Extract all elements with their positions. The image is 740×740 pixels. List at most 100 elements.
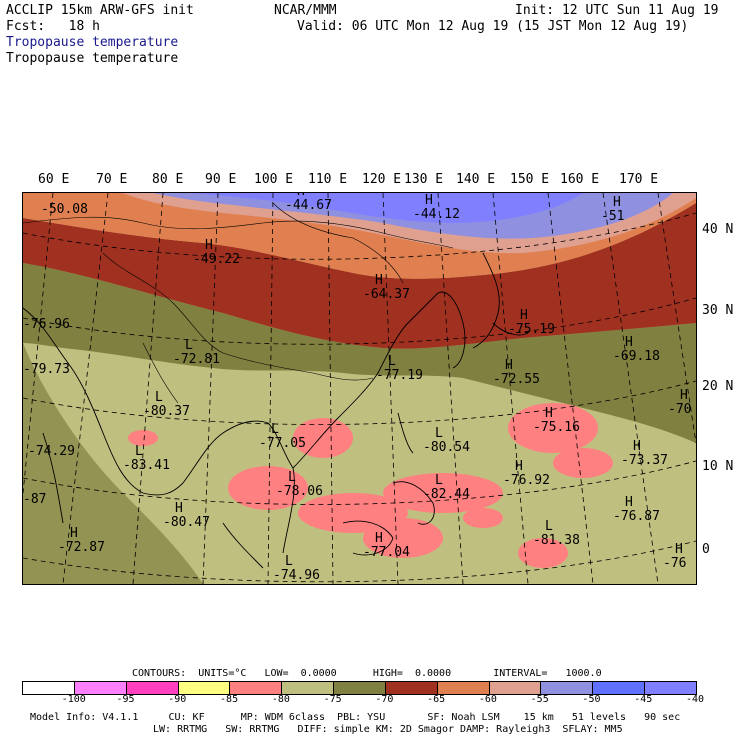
valid-time: Valid: 06 UTC Mon 12 Aug 19 (15 JST Mon … [297,19,689,34]
center-value: -72.87 [58,540,105,555]
center-value: -83.41 [123,458,170,473]
center-value: -76 [663,556,686,571]
colorbar-label: -75 [323,694,342,705]
colorbar-swatch [437,682,490,694]
center-value: -69.18 [613,349,660,364]
model-info: Model Info: V4.1.1 CU: KF MP: WDM 6class… [30,712,681,723]
center-value: -76.92 [503,473,550,488]
fill-band-65 [23,203,696,349]
high-marker: H [375,531,383,546]
low-marker: L [155,390,163,405]
lon-label: 110 E [308,172,348,187]
center-value: -80.54 [423,440,470,455]
high-marker: H [625,495,633,510]
colorbar-label: -50 [582,694,601,705]
center-value: -80.37 [143,404,190,419]
high-marker: H [633,439,641,454]
low-marker: L [435,473,443,488]
lon-label: 90 E [205,172,237,187]
center-value: -87 [23,492,46,507]
low-marker: L [435,426,443,441]
lon-label: 120 E [362,172,402,187]
forecast-hour: Fcst: 18 h [6,19,100,34]
colorbar-swatch [334,682,386,694]
coastlines [23,252,529,569]
low-marker: L [135,444,143,459]
colorbar-swatch [593,682,646,694]
field-title-shaded: Tropopause temperature [6,35,179,50]
lon-label: 160 E [560,172,600,187]
center-value: -76.87 [613,509,660,524]
colorbar-swatch [489,682,542,694]
center-value: -77.05 [259,436,306,451]
center-value: -51 [601,209,624,224]
center-value: -49.22 [193,252,240,267]
colorbar-swatch [178,682,231,694]
colorbar-swatch [74,682,127,694]
center-value: -73.37 [621,453,668,468]
colorbar-label: -85 [220,694,239,705]
lon-label: 100 E [254,172,294,187]
lat-label: 40 N [702,222,734,237]
high-marker: H [297,193,305,199]
center-value: -79.73 [23,362,70,377]
high-marker: H [680,388,688,403]
graticule [23,193,696,584]
colorbar-label: -65 [427,694,446,705]
colorbar-label: -80 [271,694,290,705]
center-value: -50.08 [41,202,88,217]
center-value: -72.55 [493,372,540,387]
colorbar-swatch [126,682,179,694]
colorbar-swatch [541,682,594,694]
colorbar-label: -70 [375,694,394,705]
center-value: -44.12 [413,207,460,222]
high-marker: H [520,308,528,323]
model-title: ACCLIP 15km ARW-GFS init [6,3,194,18]
contours-info: CONTOURS: UNITS=°C LOW= 0.0000 HIGH= 0.0… [132,668,602,679]
lon-label: 140 E [456,172,496,187]
high-marker: H [70,526,78,541]
physics-info: LW: RRTMG SW: RRTMG DIFF: simple KM: 2D … [153,724,623,735]
colorbar-swatch [230,682,283,694]
colorbar-label: -95 [116,694,135,705]
longitude-labels: 60 E 70 E 80 E 90 E 100 E 110 E 120 E 130 E 140 … [22,172,695,188]
center-value: -78.06 [276,484,323,499]
lat-label: 0 [702,542,710,557]
lat-label: 20 N [702,379,734,394]
high-marker: H [515,459,523,474]
colorbar-label: -100 [61,694,86,705]
colorbar-label: -45 [634,694,653,705]
colorbar-label: -90 [168,694,187,705]
colorbar-label: -40 [685,694,705,705]
lon-label: 70 E [96,172,128,187]
low-marker: L [545,519,553,534]
colorbar-swatch [645,682,696,694]
center-value: -81.38 [533,533,580,548]
center-value: -74.96 [273,568,320,583]
center-value: -74.29 [28,444,75,459]
high-marker: H [545,406,553,421]
fill-band-70 [23,263,696,443]
high-marker: H [675,542,683,557]
center-value: -80.47 [163,515,210,530]
colorbar-swatch [23,682,75,694]
center-value: -64.37 [363,287,410,302]
latitude-labels: 40 N 30 N 20 N 10 N 0 [700,192,740,583]
map-plot: -50.08H-44.67H-44.12H-51H-49.22H-64.37-7… [22,192,697,585]
colorbar [22,681,697,695]
lat-label: 30 N [702,303,734,318]
map-svg: -50.08H-44.67H-44.12H-51H-49.22H-64.37-7… [23,193,696,584]
center-label: NCAR/MMM [274,3,337,18]
low-marker: L [185,338,193,353]
field-title-contour: Tropopause temperature [6,51,179,66]
high-marker: H [205,238,213,253]
high-marker: H [613,195,621,210]
lon-label: 130 E [404,172,444,187]
colorbar-swatch [385,682,438,694]
lon-label: 170 E [619,172,659,187]
highs-lows-layer: -50.08H-44.67H-44.12H-51H-49.22H-64.37-7… [23,193,691,583]
high-marker: H [375,273,383,288]
center-value: -82.44 [423,487,470,502]
lat-label: 10 N [702,459,734,474]
fill-band-70-west [23,343,203,584]
